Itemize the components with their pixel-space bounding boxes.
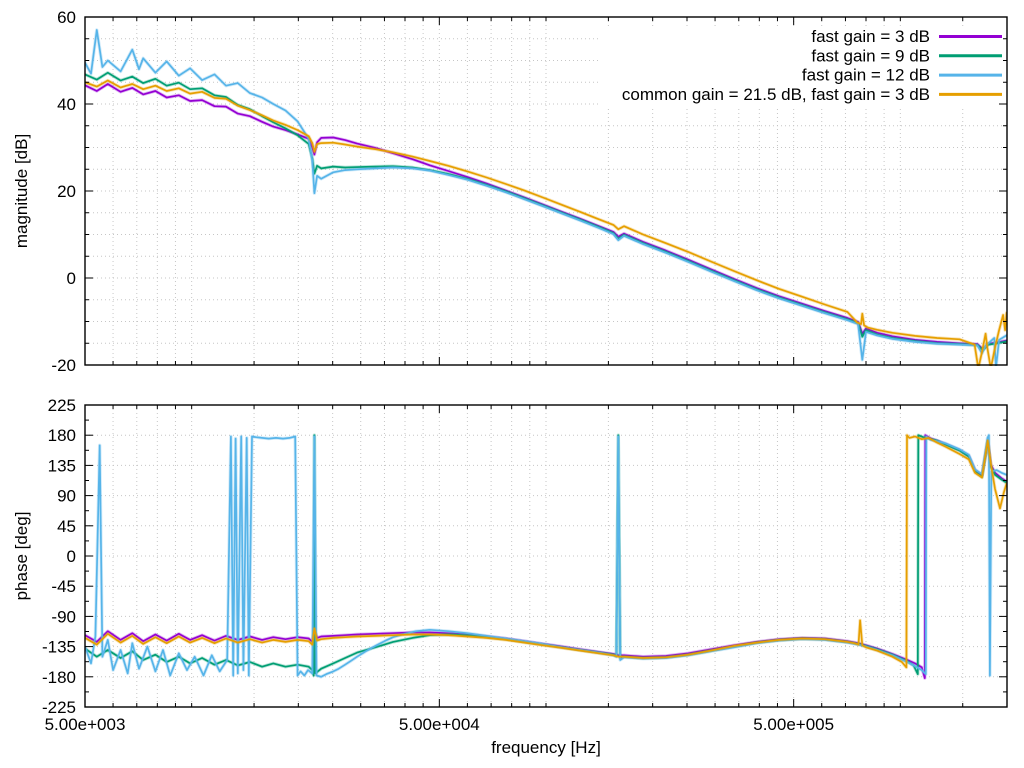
y-tick-label: 135 [48, 456, 76, 475]
x-tick-label: 5.00e+005 [753, 715, 834, 734]
phase-plot: -225 -180 -135 -90 -45 0 45 90 135 180 225 5.00e+00… [12, 396, 1008, 734]
y-tick-label: 90 [57, 487, 76, 506]
y-tick-label: 20 [57, 182, 76, 201]
series-2-curve [85, 70, 1007, 352]
y-axis-title: magnitude [dB] [12, 134, 31, 248]
x-tick-label: 5.00e+004 [399, 715, 480, 734]
y-tick-label: 180 [48, 426, 76, 445]
y-tick-label: 60 [57, 8, 76, 27]
x-tick-labels: 5.00e+003 5.00e+004 5.00e+005 [45, 715, 835, 734]
y-tick-labels: -225 -180 -135 -90 -45 0 45 90 135 180 225 [42, 396, 76, 717]
gridlines [85, 405, 1007, 707]
legend-label: fast gain = 12 dB [802, 66, 930, 85]
y-tick-label: -90 [51, 607, 76, 626]
legend-label: common gain = 21.5 dB, fast gain = 3 dB [622, 85, 930, 104]
x-tick-label: 5.00e+003 [45, 715, 126, 734]
y-tick-label: -180 [42, 668, 76, 687]
x-axis-title: frequency [Hz] [491, 738, 601, 757]
series-4-curve [85, 433, 1007, 670]
y-tick-label: 40 [57, 95, 76, 114]
y-tick-label: 225 [48, 396, 76, 415]
y-tick-label: 0 [67, 547, 76, 566]
legend-label: fast gain = 3 dB [811, 27, 930, 46]
y-tick-label: -225 [42, 698, 76, 717]
y-tick-label: -135 [42, 638, 76, 657]
y-tick-label: -45 [51, 577, 76, 596]
axis-frame [84, 404, 1008, 708]
series-3-curve [85, 433, 1007, 679]
y-tick-label: 0 [67, 269, 76, 288]
legend-background [600, 26, 1006, 106]
axis-frame [84, 16, 1008, 366]
legend-label: fast gain = 9 dB [811, 46, 930, 65]
y-tick-label: 45 [57, 517, 76, 536]
series-1-curve [85, 82, 1007, 351]
y-tick-label: -20 [51, 356, 76, 375]
series-3-curve [85, 28, 1007, 366]
y-axis-title: phase [deg] [12, 512, 31, 601]
y-tick-labels: -20 0 20 40 60 [51, 8, 76, 375]
series-4-curve [85, 78, 1007, 366]
